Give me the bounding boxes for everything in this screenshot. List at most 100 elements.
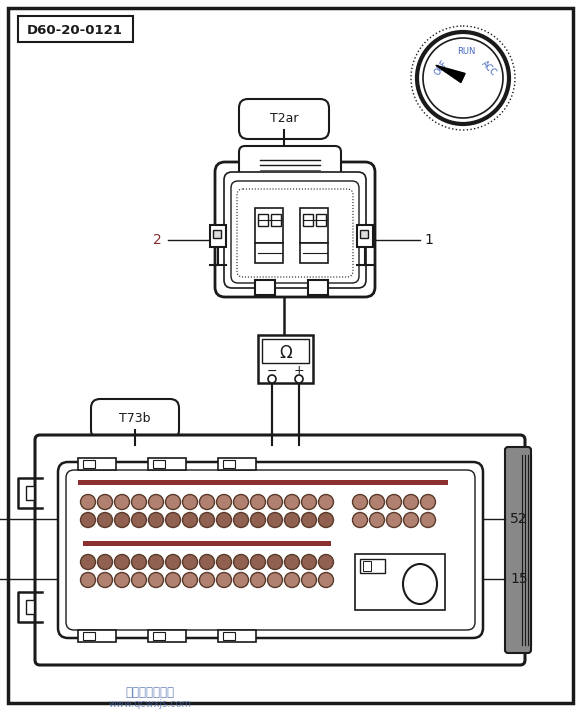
Circle shape bbox=[353, 495, 368, 510]
Bar bbox=[83, 460, 95, 468]
Circle shape bbox=[318, 495, 333, 510]
FancyBboxPatch shape bbox=[239, 146, 341, 183]
Bar bbox=[271, 214, 281, 226]
Circle shape bbox=[182, 554, 198, 569]
Circle shape bbox=[318, 513, 333, 528]
Circle shape bbox=[234, 572, 249, 587]
Text: Ω: Ω bbox=[279, 344, 292, 362]
Circle shape bbox=[81, 554, 95, 569]
Circle shape bbox=[302, 572, 317, 587]
Circle shape bbox=[98, 572, 113, 587]
Circle shape bbox=[131, 554, 146, 569]
FancyBboxPatch shape bbox=[215, 162, 375, 297]
FancyBboxPatch shape bbox=[66, 470, 475, 630]
Circle shape bbox=[302, 513, 317, 528]
Text: 52: 52 bbox=[510, 512, 528, 526]
Circle shape bbox=[98, 554, 113, 569]
Text: 15: 15 bbox=[510, 572, 528, 586]
Circle shape bbox=[250, 554, 266, 569]
Circle shape bbox=[302, 495, 317, 510]
Text: T2ar: T2ar bbox=[270, 113, 298, 125]
Circle shape bbox=[199, 554, 214, 569]
Circle shape bbox=[370, 495, 385, 510]
Circle shape bbox=[149, 495, 163, 510]
Circle shape bbox=[234, 495, 249, 510]
Circle shape bbox=[234, 513, 249, 528]
Bar bbox=[360, 230, 368, 238]
Circle shape bbox=[114, 513, 130, 528]
Text: www.qcwxjs.com: www.qcwxjs.com bbox=[109, 699, 192, 709]
Circle shape bbox=[285, 513, 299, 528]
Circle shape bbox=[411, 26, 515, 130]
Text: +: + bbox=[293, 364, 304, 377]
Text: RUN: RUN bbox=[457, 47, 475, 57]
Circle shape bbox=[250, 495, 266, 510]
Bar bbox=[360, 559, 385, 573]
Circle shape bbox=[295, 375, 303, 383]
Bar bbox=[83, 632, 95, 640]
Circle shape bbox=[131, 572, 146, 587]
Circle shape bbox=[166, 495, 181, 510]
Circle shape bbox=[98, 495, 113, 510]
Bar bbox=[300, 243, 328, 263]
Circle shape bbox=[386, 513, 401, 528]
Bar bbox=[153, 632, 165, 640]
Circle shape bbox=[114, 495, 130, 510]
Circle shape bbox=[182, 513, 198, 528]
Circle shape bbox=[268, 375, 276, 383]
Circle shape bbox=[217, 513, 231, 528]
Circle shape bbox=[217, 572, 231, 587]
Circle shape bbox=[267, 495, 282, 510]
Circle shape bbox=[166, 513, 181, 528]
Circle shape bbox=[149, 572, 163, 587]
Bar bbox=[262, 339, 309, 363]
Circle shape bbox=[149, 513, 163, 528]
Circle shape bbox=[421, 495, 436, 510]
Ellipse shape bbox=[403, 564, 437, 604]
Bar bbox=[223, 632, 235, 640]
Circle shape bbox=[267, 572, 282, 587]
Circle shape bbox=[267, 554, 282, 569]
Bar bbox=[308, 280, 328, 295]
Circle shape bbox=[114, 572, 130, 587]
Circle shape bbox=[199, 572, 214, 587]
Circle shape bbox=[423, 38, 503, 118]
Circle shape bbox=[81, 513, 95, 528]
Circle shape bbox=[149, 554, 163, 569]
Bar bbox=[255, 208, 283, 243]
FancyBboxPatch shape bbox=[505, 447, 531, 653]
Circle shape bbox=[166, 572, 181, 587]
Bar bbox=[18, 16, 133, 42]
Circle shape bbox=[285, 572, 299, 587]
Bar bbox=[78, 480, 448, 485]
Circle shape bbox=[182, 495, 198, 510]
Circle shape bbox=[285, 495, 299, 510]
FancyBboxPatch shape bbox=[239, 99, 329, 139]
Circle shape bbox=[131, 495, 146, 510]
Text: 汽车维修技术网: 汽车维修技术网 bbox=[125, 686, 174, 700]
Bar bbox=[78, 458, 116, 470]
Bar bbox=[316, 214, 326, 226]
FancyBboxPatch shape bbox=[35, 435, 525, 665]
FancyBboxPatch shape bbox=[224, 172, 366, 288]
Bar bbox=[78, 630, 116, 642]
Bar bbox=[213, 230, 221, 238]
Circle shape bbox=[421, 513, 436, 528]
Bar bbox=[26, 486, 34, 500]
Circle shape bbox=[386, 495, 401, 510]
Text: −: − bbox=[267, 364, 277, 377]
Bar bbox=[218, 458, 256, 470]
Bar bbox=[363, 561, 371, 571]
Circle shape bbox=[318, 554, 333, 569]
Bar bbox=[210, 225, 226, 247]
Text: ACC: ACC bbox=[480, 59, 498, 77]
Circle shape bbox=[114, 554, 130, 569]
Bar bbox=[258, 335, 313, 383]
Circle shape bbox=[217, 554, 231, 569]
Circle shape bbox=[250, 513, 266, 528]
Bar bbox=[26, 600, 34, 614]
Bar bbox=[148, 458, 186, 470]
Circle shape bbox=[98, 513, 113, 528]
Bar bbox=[153, 460, 165, 468]
Text: 2: 2 bbox=[153, 233, 162, 247]
